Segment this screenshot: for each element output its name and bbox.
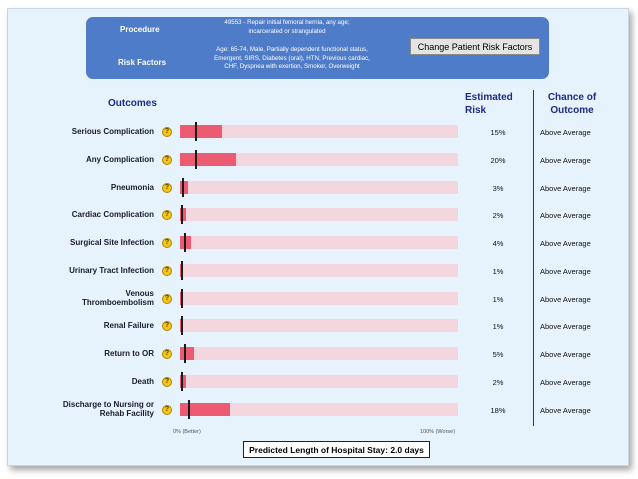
outcome-label: Return to OR — [104, 349, 154, 358]
outcome-label: Pneumonia — [110, 182, 154, 192]
help-icon[interactable]: ? — [162, 404, 172, 415]
average-risk-marker — [184, 344, 187, 363]
column-divider — [533, 90, 534, 426]
change-risk-factors-button[interactable]: Change Patient Risk Factors — [410, 38, 540, 55]
estimated-risk-value: 5% — [492, 350, 504, 359]
average-risk-marker — [181, 177, 184, 197]
outcome-row: Any Complication? 20% Above Average — [0, 146, 638, 174]
help-icon[interactable]: ? — [162, 321, 172, 332]
estimated-risk-value: 18% — [490, 405, 506, 415]
help-icon[interactable]: ? — [162, 349, 172, 359]
outcome-label: Renal Failure — [103, 321, 154, 331]
outcome-row: Surgical Site Infection? 4% Above Average — [0, 229, 638, 257]
chance-of-outcome: Above Average — [540, 322, 591, 332]
estimated-risk-value: 20% — [490, 155, 506, 165]
average-risk-marker — [180, 316, 183, 336]
outcome-row: Return to OR? 5% Above Average — [0, 340, 638, 368]
outcome-row: Urinary Tract Infection? 1% Above Average — [0, 257, 638, 285]
outcome-row: Serious Complication? 15% Above Average — [0, 118, 638, 146]
outcome-label: Serious Complication — [71, 127, 154, 136]
estimated-risk-value: 2% — [492, 211, 504, 221]
help-icon[interactable]: ? — [162, 293, 172, 304]
outcome-row: Discharge to Nursing or Rehab Facility? 18… — [0, 396, 638, 424]
risk-bar-fill — [180, 125, 222, 138]
help-icon[interactable]: ? — [162, 154, 172, 165]
help-icon[interactable]: ? — [162, 182, 172, 193]
chance-of-outcome: Above Average — [540, 350, 591, 359]
risk-bar-track — [180, 399, 458, 419]
risk-bar-track — [180, 122, 458, 141]
outcome-row: Cardiac Complication? 2% Above Average — [0, 201, 638, 229]
axis-max-label: 100% (Worse) — [420, 429, 456, 435]
outcome-label: Discharge to Nursing or Rehab Facility — [62, 399, 154, 419]
chance-of-outcome: Above Average — [540, 405, 591, 415]
estimated-risk-value: 3% — [492, 183, 504, 193]
risk-bar-track — [180, 288, 458, 308]
risk-bar-track — [180, 260, 458, 280]
outcome-label: Surgical Site Infection — [69, 238, 154, 247]
risk-bar-track — [180, 316, 458, 336]
help-icon[interactable]: ? — [162, 210, 172, 221]
outcome-label: Death — [131, 376, 154, 386]
average-risk-marker — [184, 233, 187, 252]
chance-of-outcome: Above Average — [540, 377, 591, 387]
help-icon[interactable]: ? — [162, 127, 172, 137]
estimated-risk-value: 15% — [490, 128, 506, 137]
average-risk-marker — [195, 149, 198, 169]
estimated-risk-heading: Estimated Risk — [465, 92, 513, 116]
estimated-risk-value: 1% — [492, 266, 504, 276]
axis-min-label: 0% (Better) — [173, 429, 201, 435]
outcome-row: Pneumonia? 3% Above Average — [0, 174, 638, 202]
risk-bar-fill — [180, 347, 194, 360]
estimated-risk-value: 1% — [492, 322, 504, 332]
help-icon[interactable]: ? — [162, 265, 172, 276]
risk-bar-track — [180, 344, 458, 363]
average-risk-marker — [181, 288, 184, 308]
outcome-label: Cardiac Complication — [71, 210, 154, 220]
average-risk-marker — [181, 260, 184, 280]
average-risk-marker — [181, 371, 184, 391]
help-icon[interactable]: ? — [162, 376, 172, 387]
risk-bar-fill — [180, 180, 189, 194]
risk-bar-fill — [180, 402, 231, 416]
chance-of-outcome: Above Average — [540, 239, 591, 248]
risk-factors-list: Age: 65-74, Male, Partially dependent fu… — [214, 46, 370, 70]
chance-of-outcome: Above Average — [540, 211, 591, 221]
risk-bar-track — [180, 233, 458, 252]
chance-of-outcome: Above Average — [540, 183, 591, 193]
chance-of-outcome: Above Average — [540, 294, 591, 304]
outcome-label: Any Complication — [85, 154, 154, 164]
average-risk-marker — [180, 205, 183, 225]
risk-factors-label: Risk Factors — [118, 58, 167, 67]
risk-bar-track — [180, 205, 458, 225]
risk-bar-track — [180, 371, 458, 391]
estimated-risk-value: 1% — [492, 294, 504, 304]
average-risk-marker — [187, 399, 190, 419]
average-risk-marker — [195, 122, 198, 141]
chance-of-outcome: Above Average — [540, 266, 591, 276]
procedure-description: 49553 - Repair initial femoral hernia, a… — [224, 19, 350, 35]
estimated-risk-value: 2% — [492, 377, 504, 387]
outcomes-heading: Outcomes — [108, 98, 157, 109]
chance-heading: Chance of Outcome — [547, 92, 597, 116]
outcome-row: Venous Thromboembolism? 1% Above Average — [0, 285, 638, 313]
length-of-stay-box: Predicted Length of Hospital Stay: 2.0 d… — [243, 441, 430, 458]
chance-of-outcome: Above Average — [540, 155, 591, 165]
chance-of-outcome: Above Average — [540, 128, 591, 137]
help-icon[interactable]: ? — [162, 238, 172, 248]
risk-bar-fill — [180, 152, 236, 166]
risk-bar-track — [180, 177, 458, 197]
outcome-row: Death? 2% Above Average — [0, 368, 638, 396]
estimated-risk-value: 4% — [492, 239, 504, 248]
risk-bar-track — [180, 149, 458, 169]
outcome-label: Venous Thromboembolism — [81, 288, 154, 308]
outcome-row: Renal Failure? 1% Above Average — [0, 312, 638, 340]
procedure-label: Procedure — [120, 25, 160, 34]
outcome-label: Urinary Tract Infection — [69, 265, 154, 275]
